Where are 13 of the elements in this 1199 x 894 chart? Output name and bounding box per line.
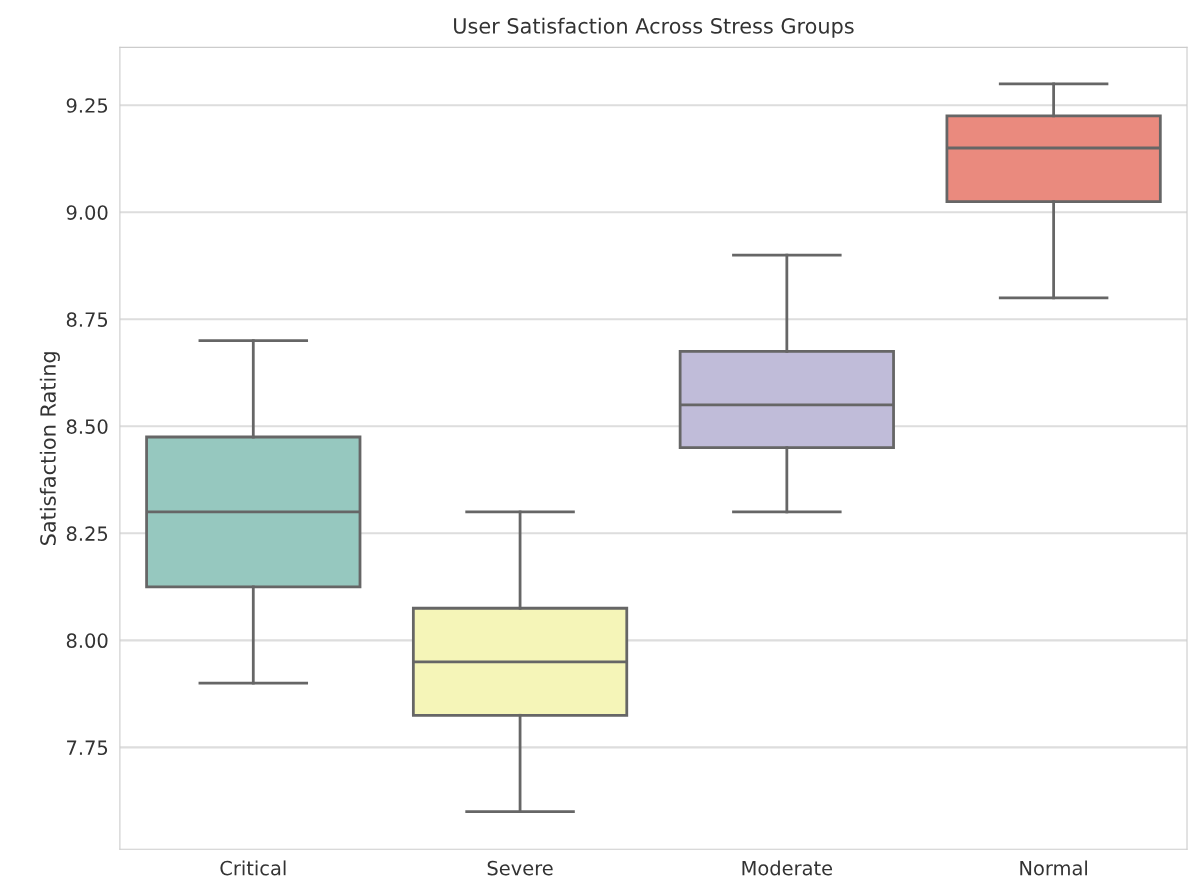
y-tick-label: 7.75 — [67, 740, 108, 756]
chart-title: User Satisfaction Across Stress Groups — [454, 17, 854, 38]
y-tick-label: 8.00 — [66, 633, 108, 649]
x-tick-label: Normal — [1020, 860, 1087, 876]
y-tick-label: 8.25 — [66, 526, 108, 541]
y-tick-label: 9.00 — [66, 205, 108, 220]
y-tick-label: 8.75 — [66, 312, 108, 327]
y-tick-label: 9.25 — [66, 98, 108, 113]
y-axis-title: Satisfaction Rating — [39, 352, 60, 545]
x-tick-label: Moderate — [742, 860, 833, 876]
x-tick-label: Severe — [487, 860, 553, 876]
y-tick-label: 8.50 — [66, 419, 108, 434]
x-tick-label: Critical — [220, 860, 286, 876]
